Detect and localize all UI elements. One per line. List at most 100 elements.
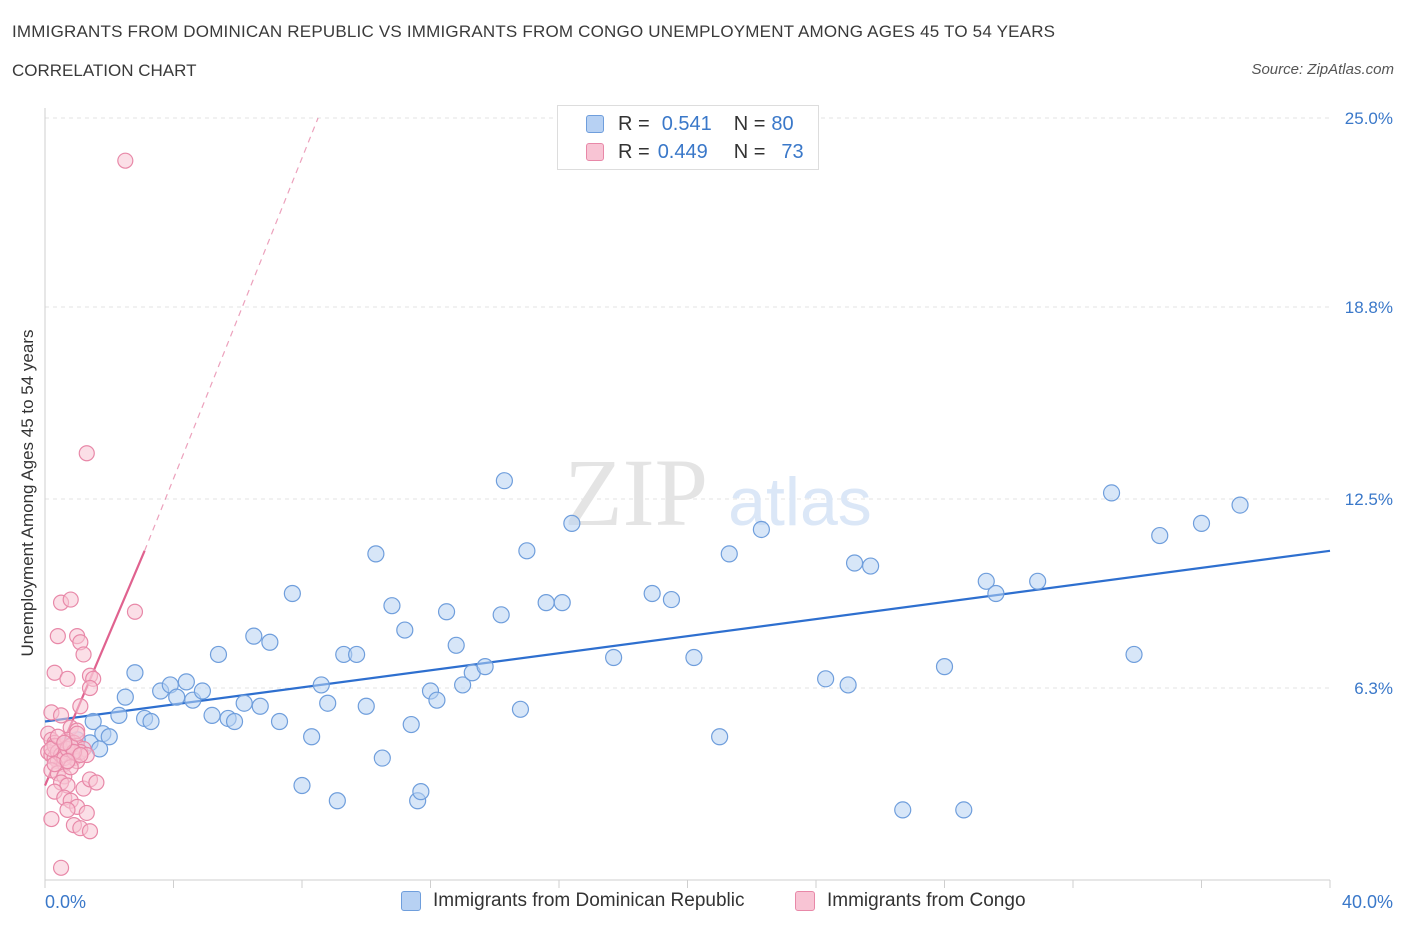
point-dominican xyxy=(251,697,269,715)
legend-n-label: N = xyxy=(733,140,766,163)
point-congo xyxy=(52,707,70,724)
point-dominican xyxy=(396,621,414,639)
point-congo xyxy=(46,664,63,681)
point-dominican xyxy=(203,706,221,725)
point-dominican xyxy=(437,603,456,621)
point-dominican xyxy=(428,691,446,709)
watermark-zip: ZIP xyxy=(564,439,708,546)
point-dominican xyxy=(116,688,134,706)
point-congo xyxy=(59,753,76,770)
point-dominican xyxy=(367,545,385,563)
point-dominican xyxy=(563,514,581,532)
trend-line-dominican xyxy=(44,549,1331,723)
point-dominican xyxy=(209,645,228,664)
point-dominican xyxy=(293,776,311,795)
point-congo xyxy=(117,152,134,169)
point-dominican xyxy=(402,715,420,734)
bottom-legend-label: Immigrants from Dominican Republic xyxy=(433,890,745,911)
point-dominican xyxy=(1192,514,1211,532)
bottom-legend-congo: Immigrants from Congo xyxy=(795,890,1026,912)
chart-title: IMMIGRANTS FROM DOMINICAN REPUBLIC VS IM… xyxy=(12,22,1056,41)
point-dominican xyxy=(492,606,510,624)
point-dominican xyxy=(348,645,366,664)
legend-n-value: 73 xyxy=(781,140,804,163)
point-dominican xyxy=(845,554,864,572)
point-dominican xyxy=(605,648,623,667)
bottom-legend-label: Immigrants from Congo xyxy=(827,890,1026,911)
x-tick-label: 0.0% xyxy=(45,892,86,912)
legend-r-value: 0.449 xyxy=(657,140,708,163)
point-dominican xyxy=(383,597,401,615)
legend-r-label: R = xyxy=(618,112,650,135)
point-congo xyxy=(43,810,60,828)
point-dominican xyxy=(357,697,375,715)
legend-swatch-blue xyxy=(586,115,604,133)
point-congo xyxy=(81,679,99,697)
point-dominican xyxy=(303,728,321,746)
point-dominican xyxy=(1151,526,1169,545)
legend-swatch-pink xyxy=(586,143,604,161)
point-dominican xyxy=(373,749,391,767)
point-dominican xyxy=(177,673,195,691)
x-tick-label: 40.0% xyxy=(1342,892,1393,912)
point-dominican xyxy=(476,658,494,676)
legend-r-value: 0.541 xyxy=(661,112,712,135)
point-dominican xyxy=(894,801,912,819)
bottom-legend-dominican: Immigrants from Dominican Republic xyxy=(401,890,745,912)
legend-n-label: N = xyxy=(733,112,766,135)
point-dominican xyxy=(84,712,102,731)
point-dominican xyxy=(245,627,263,645)
correlation-legend: R = 0.541 N = 80 R = 0.449 N = 73 xyxy=(557,105,819,170)
point-dominican xyxy=(711,728,729,746)
point-congo xyxy=(59,670,76,687)
watermark-atlas: atlas xyxy=(728,464,872,540)
point-congo xyxy=(126,603,144,620)
point-dominican xyxy=(312,676,330,694)
point-congo xyxy=(88,774,105,791)
y-tick-label: 12.5% xyxy=(1345,490,1393,509)
chart-subtitle: CORRELATION CHART xyxy=(12,61,197,80)
point-dominican xyxy=(261,633,279,651)
point-congo xyxy=(81,823,99,840)
y-tick-label: 25.0% xyxy=(1345,109,1393,128)
point-dominican xyxy=(142,712,160,731)
point-dominican xyxy=(839,676,857,694)
point-dominican xyxy=(720,545,738,563)
y-axis-label: Unemployment Among Ages 45 to 54 years xyxy=(18,329,37,657)
point-congo xyxy=(56,734,73,751)
point-congo xyxy=(69,725,86,742)
bottom-legend-swatch-pink xyxy=(795,891,815,911)
point-dominican xyxy=(328,792,346,810)
point-dominican xyxy=(447,636,465,654)
watermark: ZIP atlas xyxy=(564,439,872,546)
point-dominican xyxy=(100,728,118,746)
point-congo xyxy=(49,628,66,645)
point-congo xyxy=(52,859,70,876)
point-dominican xyxy=(126,664,144,682)
trend-extension-congo xyxy=(144,117,319,552)
point-dominican xyxy=(319,694,337,712)
legend-row-congo: R = 0.449 N = 73 xyxy=(586,140,804,164)
point-dominican xyxy=(955,801,973,819)
source-credit: Source: ZipAtlas.com xyxy=(1251,61,1394,78)
point-dominican xyxy=(987,584,1005,603)
point-dominican xyxy=(817,670,835,688)
point-dominican xyxy=(862,557,880,575)
point-dominican xyxy=(225,712,244,731)
point-dominican xyxy=(752,520,770,539)
y-tick-label: 6.3% xyxy=(1354,679,1393,698)
data-points xyxy=(40,152,1249,876)
point-dominican xyxy=(283,584,301,603)
point-dominican xyxy=(1231,496,1249,514)
legend-row-dominican: R = 0.541 N = 80 xyxy=(586,112,794,136)
point-dominican xyxy=(412,783,430,801)
bottom-legend-swatch-blue xyxy=(401,891,421,911)
point-dominican xyxy=(977,572,995,590)
point-dominican xyxy=(495,472,513,490)
point-congo xyxy=(59,801,76,818)
point-dominican xyxy=(662,590,681,609)
tick-labels: 6.3% 12.5% 18.8% 25.0% 0.0% 40.0% xyxy=(45,109,1393,912)
point-dominican xyxy=(553,594,571,612)
point-dominican xyxy=(511,700,530,718)
